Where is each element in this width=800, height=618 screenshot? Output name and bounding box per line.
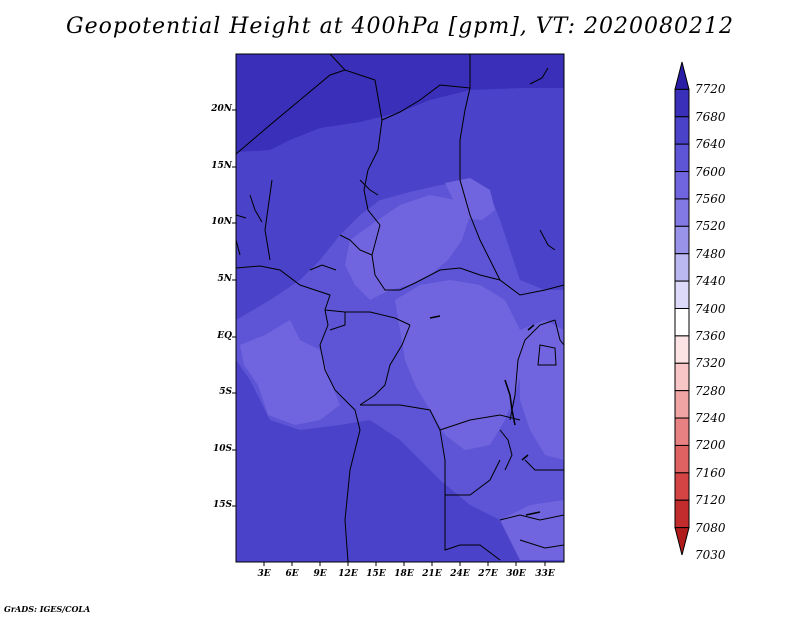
lat-label-eq: EQ (217, 331, 232, 341)
colorbar-segment (674, 362, 690, 392)
colorbar-label: 7560 (695, 191, 726, 206)
colorbar-segment (674, 527, 690, 556)
colorbar-label: 7200 (695, 438, 726, 453)
colorbar-segment (674, 61, 690, 90)
lat-label-15s: 15S (212, 500, 232, 510)
colorbar-segment (674, 143, 690, 173)
fill-7560-southeast (500, 500, 564, 560)
lon-label-21e: 21E (422, 569, 442, 579)
colorbar-label: 7030 (695, 548, 726, 562)
colorbar-label: 7240 (695, 411, 726, 426)
colorbar-segment (674, 253, 690, 282)
lat-label-20n: 20N (211, 104, 232, 114)
lat-label-5s: 5S (219, 387, 232, 397)
colorbar-label: 7720 (695, 82, 726, 97)
colorbar-label: 7480 (695, 246, 726, 261)
colorbar-label: 7600 (695, 164, 726, 179)
colorbar-segment (674, 390, 690, 419)
fill-7560-congo-basin (395, 280, 525, 450)
colorbar-label: 7680 (695, 109, 726, 124)
axis-ticks (232, 109, 546, 566)
colorbar-label: 7080 (695, 520, 726, 535)
colorbar-label: 7160 (695, 465, 726, 480)
lat-label-5n: 5N (217, 274, 233, 284)
fill-7560-sahel-east (445, 178, 495, 220)
colorbar-label: 7640 (695, 137, 726, 152)
lon-label-9e: 9E (313, 569, 327, 579)
lon-label-30e: 30E (506, 569, 526, 579)
lon-label-24e: 24E (450, 569, 470, 579)
colorbar-label: 7440 (695, 274, 726, 289)
fill-7560-lakes (520, 320, 564, 460)
fill-7560-central-africa (345, 195, 470, 300)
lat-label-10n: 10N (211, 217, 232, 227)
colorbar-segment (674, 444, 690, 474)
fill-7560-west-gabon (240, 320, 340, 425)
colorbar-label: 7400 (695, 301, 726, 316)
colorbar-segment (674, 499, 690, 529)
lon-label-15e: 15E (366, 569, 386, 579)
colorbar-segment (674, 472, 690, 501)
colorbar-segment (674, 280, 690, 310)
map-title: Geopotential Height at 400hPa [gpm], VT:… (66, 14, 734, 39)
colorbar-label: 7120 (695, 493, 726, 508)
colorbar-segment (674, 417, 690, 446)
colorbar-label: 7520 (695, 219, 726, 234)
lon-label-3e: 3E (257, 569, 271, 579)
colorbar-label: 7280 (695, 383, 726, 398)
lon-label-33e: 33E (535, 569, 555, 579)
colorbar-segment (674, 198, 690, 227)
lon-label-27e: 27E (478, 569, 498, 579)
lon-label-6e: 6E (285, 569, 299, 579)
colorbar-label: 7360 (695, 328, 726, 343)
grads-credit: GrADS: IGES/COLA (4, 604, 91, 614)
colorbar-segment (674, 335, 690, 364)
country-borders (235, 53, 565, 563)
fill-7680-north (236, 54, 564, 152)
fill-7600-central (236, 182, 564, 560)
lat-label-15n: 15N (211, 161, 232, 171)
colorbar-label: 7320 (695, 356, 726, 371)
colorbar-segment (674, 116, 690, 145)
colorbar-segment (674, 171, 690, 200)
map-frame (235, 53, 565, 563)
lon-label-12e: 12E (338, 569, 358, 579)
lake-outlines (429, 315, 541, 516)
colorbar-segment (674, 225, 690, 255)
colorbar-segment (674, 88, 690, 118)
lon-label-18e: 18E (394, 569, 414, 579)
colorbar-segment (674, 308, 690, 337)
lat-label-10s: 10S (212, 444, 232, 454)
